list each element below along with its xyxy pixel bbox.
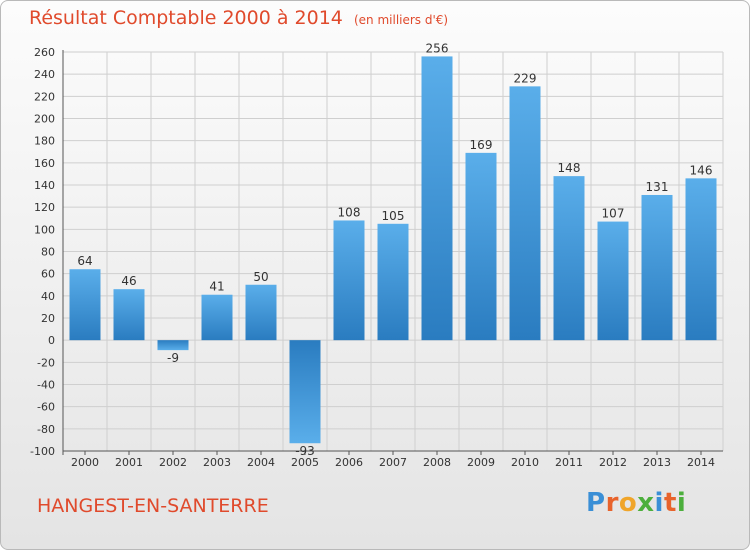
x-tick-label: 2005 <box>291 456 319 469</box>
data-label: 50 <box>253 270 268 284</box>
logo-letter: t <box>663 488 677 518</box>
logo-letter: o <box>618 488 638 518</box>
proxiti-logo[interactable]: Proxiti <box>586 488 686 518</box>
y-tick-label: 260 <box>34 46 55 59</box>
chart-title: Résultat Comptable 2000 à 2014 <box>29 7 343 29</box>
bar-2014 <box>685 178 717 341</box>
y-tick-label: 0 <box>48 334 55 347</box>
x-tick-label: 2002 <box>159 456 187 469</box>
data-label: 146 <box>690 163 713 177</box>
y-tick-label: 140 <box>34 179 55 192</box>
x-tick-label: 2014 <box>687 456 715 469</box>
y-tick-label: 40 <box>41 290 55 303</box>
bar-2006 <box>333 220 365 341</box>
bar-2002 <box>157 340 189 351</box>
y-tick-label: -40 <box>37 379 55 392</box>
data-label: 105 <box>382 209 405 223</box>
x-tick-label: 2010 <box>511 456 539 469</box>
x-tick-label: 2003 <box>203 456 231 469</box>
data-label: 229 <box>514 71 537 85</box>
data-label: -9 <box>167 351 179 365</box>
y-tick-label: 160 <box>34 157 55 170</box>
data-label: 64 <box>77 254 92 268</box>
labels: -100 -80 -60 -40 -20 0 20 40 60 80 100 120 140 160 180… <box>30 41 715 469</box>
x-tick-label: 2013 <box>643 456 671 469</box>
x-tick-label: 2000 <box>71 456 99 469</box>
data-label: 41 <box>209 280 224 294</box>
y-tick-label: 80 <box>41 246 55 259</box>
bar-2011 <box>553 176 585 341</box>
bars <box>69 56 717 444</box>
y-tick-label: 240 <box>34 68 55 81</box>
y-tick-label: -100 <box>30 445 55 458</box>
logo-letter: P <box>586 488 606 518</box>
bar-2008 <box>421 56 453 341</box>
y-tick-label: 20 <box>41 312 55 325</box>
y-tick-label: -20 <box>37 356 55 369</box>
data-label: 131 <box>646 180 669 194</box>
data-label: 256 <box>426 41 449 55</box>
x-tick-label: 2011 <box>555 456 583 469</box>
y-tick-label: -80 <box>37 423 55 436</box>
data-label: -93 <box>295 444 315 458</box>
data-label: 148 <box>558 161 581 175</box>
logo-letter: i <box>676 488 687 518</box>
bar-2004 <box>245 284 277 341</box>
y-tick-label: -60 <box>37 401 55 414</box>
x-tick-label: 2012 <box>599 456 627 469</box>
data-label: 169 <box>470 138 493 152</box>
axes <box>62 50 723 455</box>
x-tick-label: 2006 <box>335 456 363 469</box>
x-tick-label: 2008 <box>423 456 451 469</box>
commune-name: HANGEST-EN-SANTERRE <box>37 495 269 517</box>
data-label: 46 <box>121 274 136 288</box>
logo-letter: x <box>637 488 655 518</box>
y-tick-label: 180 <box>34 135 55 148</box>
logo-letter: r <box>605 488 619 518</box>
y-tick-label: 120 <box>34 201 55 214</box>
x-tick-label: 2004 <box>247 456 275 469</box>
logo-letter: i <box>654 488 664 518</box>
y-tick-label: 100 <box>34 223 55 236</box>
bar-2009 <box>465 152 497 341</box>
bar-2013 <box>641 194 673 341</box>
chart-subtitle: (en milliers d'€) <box>353 13 449 27</box>
data-label: 107 <box>602 207 625 221</box>
bar-2001 <box>113 289 145 341</box>
title-row: Résultat Comptable 2000 à 2014 (en milli… <box>29 7 448 29</box>
bar-2012 <box>597 221 629 341</box>
bar-2003 <box>201 294 233 341</box>
x-tick-label: 2001 <box>115 456 143 469</box>
bar-2007 <box>377 223 409 341</box>
bar-2010 <box>509 86 541 341</box>
x-tick-label: 2007 <box>379 456 407 469</box>
bar-2005 <box>289 340 321 444</box>
y-tick-label: 220 <box>34 90 55 103</box>
y-tick-label: 200 <box>34 113 55 126</box>
x-tick-label: 2009 <box>467 456 495 469</box>
data-label: 108 <box>338 205 361 219</box>
bar-2000 <box>69 269 101 341</box>
y-tick-label: 60 <box>41 268 55 281</box>
